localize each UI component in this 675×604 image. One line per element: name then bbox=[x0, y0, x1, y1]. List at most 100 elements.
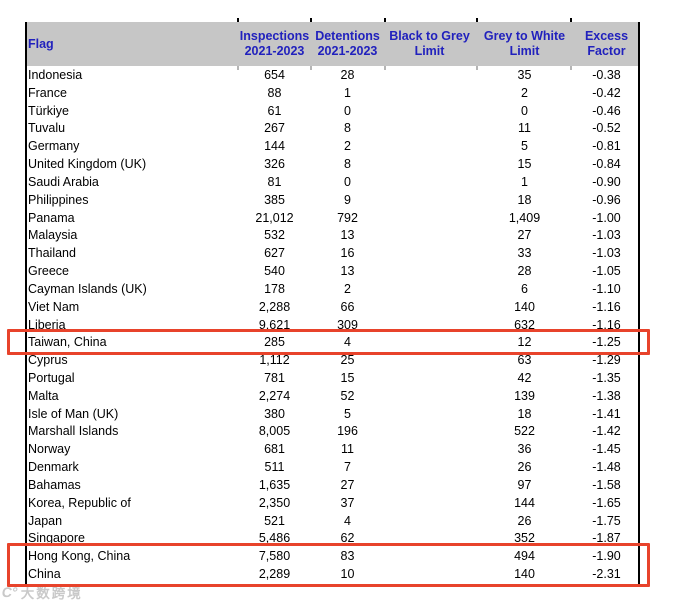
cell-inspections: 2,274 bbox=[258, 388, 291, 403]
column-boundary-subtick bbox=[570, 66, 572, 70]
cell-inspections: 7,580 bbox=[258, 549, 291, 564]
watermark: C° 大数跨境 bbox=[1, 583, 83, 601]
cell-grey_to_white_limit: 63 bbox=[517, 353, 532, 368]
table-row: Thailand 627 16 33 -1.03 bbox=[25, 244, 640, 262]
cell-inspections: 654 bbox=[264, 67, 285, 82]
cell-detentions: 7 bbox=[344, 460, 351, 475]
column-boundary-tick bbox=[237, 18, 239, 25]
header-label: Grey to White bbox=[483, 29, 566, 43]
cell-excess_factor: -1.75 bbox=[592, 513, 621, 528]
table-row: Bahamas 1,635 27 97 -1.58 bbox=[25, 476, 640, 494]
cell-excess_factor: -1.58 bbox=[592, 477, 621, 492]
cell-detentions: 2 bbox=[344, 139, 351, 154]
cell-detentions: 52 bbox=[340, 388, 355, 403]
cell-detentions: 8 bbox=[344, 121, 351, 136]
header-label: Limit bbox=[414, 44, 445, 58]
table-row: Malaysia 532 13 27 -1.03 bbox=[25, 226, 640, 244]
column-boundary-subtick bbox=[384, 66, 386, 70]
cell-excess_factor: -0.84 bbox=[592, 157, 621, 172]
header-label: Limit bbox=[509, 44, 540, 58]
cell-flag: Tuvalu bbox=[28, 121, 66, 136]
cell-detentions: 62 bbox=[340, 531, 355, 546]
header-label: Inspections bbox=[239, 29, 310, 43]
cell-inspections: 681 bbox=[264, 442, 285, 457]
cell-excess_factor: -1.03 bbox=[592, 228, 621, 243]
cell-flag: Philippines bbox=[28, 192, 89, 207]
flag-performance-table: Flag Inspections 2021-2023 Detentions 20… bbox=[25, 22, 640, 584]
cell-excess_factor: -0.81 bbox=[592, 139, 621, 154]
cell-grey_to_white_limit: 42 bbox=[517, 370, 532, 385]
cell-detentions: 25 bbox=[340, 353, 355, 368]
cell-grey_to_white_limit: 28 bbox=[517, 264, 532, 279]
cell-flag: Bahamas bbox=[28, 477, 81, 492]
cell-inspections: 9,621 bbox=[258, 317, 291, 332]
cell-detentions: 9 bbox=[344, 192, 351, 207]
cell-excess_factor: -1.87 bbox=[592, 531, 621, 546]
cell-inspections: 385 bbox=[264, 192, 285, 207]
cell-detentions: 0 bbox=[344, 174, 351, 189]
cell-grey_to_white_limit: 11 bbox=[518, 121, 531, 136]
cell-grey_to_white_limit: 26 bbox=[517, 460, 532, 475]
table-row: Japan 521 4 26 -1.75 bbox=[25, 512, 640, 530]
cell-detentions: 27 bbox=[340, 477, 355, 492]
cell-grey_to_white_limit: 33 bbox=[517, 246, 532, 261]
cell-detentions: 2 bbox=[344, 281, 351, 296]
cell-flag: United Kingdom (UK) bbox=[28, 157, 147, 172]
cell-inspections: 21,012 bbox=[255, 210, 294, 225]
table-row: Denmark 511 7 26 -1.48 bbox=[25, 458, 640, 476]
table-header-row: Flag Inspections 2021-2023 Detentions 20… bbox=[25, 22, 640, 66]
header-label: 2021-2023 bbox=[317, 44, 378, 58]
cell-flag: Cyprus bbox=[28, 353, 68, 368]
cell-inspections: 2,288 bbox=[258, 299, 291, 314]
header-black-to-grey-limit: Black to Grey Limit bbox=[383, 22, 476, 66]
watermark-text: 大数跨境 bbox=[20, 586, 83, 601]
cell-detentions: 83 bbox=[340, 549, 355, 564]
cell-detentions: 196 bbox=[337, 424, 358, 439]
table-left-border bbox=[25, 22, 27, 585]
header-grey-to-white-limit: Grey to White Limit bbox=[476, 22, 573, 66]
header-detentions: Detentions 2021-2023 bbox=[312, 22, 383, 66]
cell-grey_to_white_limit: 144 bbox=[514, 495, 535, 510]
cell-grey_to_white_limit: 97 bbox=[517, 477, 532, 492]
cell-inspections: 627 bbox=[264, 246, 285, 261]
column-boundary-tick bbox=[570, 18, 572, 25]
cell-inspections: 88 bbox=[267, 85, 282, 100]
cell-detentions: 1 bbox=[344, 85, 351, 100]
header-flag: Flag bbox=[25, 22, 237, 66]
cell-flag: Liberia bbox=[28, 317, 66, 332]
header-label: Detentions bbox=[315, 29, 380, 43]
cell-excess_factor: -1.42 bbox=[592, 424, 621, 439]
cell-inspections: 511 bbox=[264, 460, 285, 475]
cell-inspections: 781 bbox=[264, 370, 285, 385]
cell-flag: Germany bbox=[28, 139, 80, 154]
cell-excess_factor: -1.41 bbox=[592, 406, 621, 421]
cell-flag: Isle of Man (UK) bbox=[28, 406, 119, 421]
cell-excess_factor: -2.31 bbox=[592, 567, 621, 582]
cell-flag: Malaysia bbox=[28, 228, 78, 243]
cell-excess_factor: -1.16 bbox=[592, 299, 621, 314]
cell-excess_factor: -1.48 bbox=[592, 460, 621, 475]
cell-excess_factor: -0.46 bbox=[592, 103, 621, 118]
table-row: Cyprus 1,112 25 63 -1.29 bbox=[25, 351, 640, 369]
table-row: Singapore 5,486 62 352 -1.87 bbox=[25, 530, 640, 548]
cell-detentions: 0 bbox=[344, 103, 351, 118]
cell-flag: Cayman Islands (UK) bbox=[28, 281, 147, 296]
table-row: Türkiye 61 0 0 -0.46 bbox=[25, 102, 640, 120]
cell-detentions: 4 bbox=[344, 335, 351, 350]
cell-excess_factor: -1.00 bbox=[592, 210, 621, 225]
cell-grey_to_white_limit: 5 bbox=[521, 139, 528, 154]
table-row: Taiwan, China 285 4 12 -1.25 bbox=[25, 333, 640, 351]
cell-detentions: 66 bbox=[340, 299, 355, 314]
table-row: Marshall Islands 8,005 196 522 -1.42 bbox=[25, 423, 640, 441]
cell-flag: Norway bbox=[28, 442, 71, 457]
table-row: Philippines 385 9 18 -0.96 bbox=[25, 191, 640, 209]
column-boundary-subtick bbox=[310, 66, 312, 70]
cell-flag: China bbox=[28, 567, 61, 582]
cell-inspections: 326 bbox=[264, 157, 285, 172]
cell-flag: Panama bbox=[28, 210, 75, 225]
cell-grey_to_white_limit: 2 bbox=[521, 85, 528, 100]
table-row: Viet Nam 2,288 66 140 -1.16 bbox=[25, 298, 640, 316]
cell-inspections: 267 bbox=[264, 121, 285, 136]
cell-grey_to_white_limit: 1 bbox=[521, 174, 528, 189]
cell-excess_factor: -1.45 bbox=[592, 442, 621, 457]
